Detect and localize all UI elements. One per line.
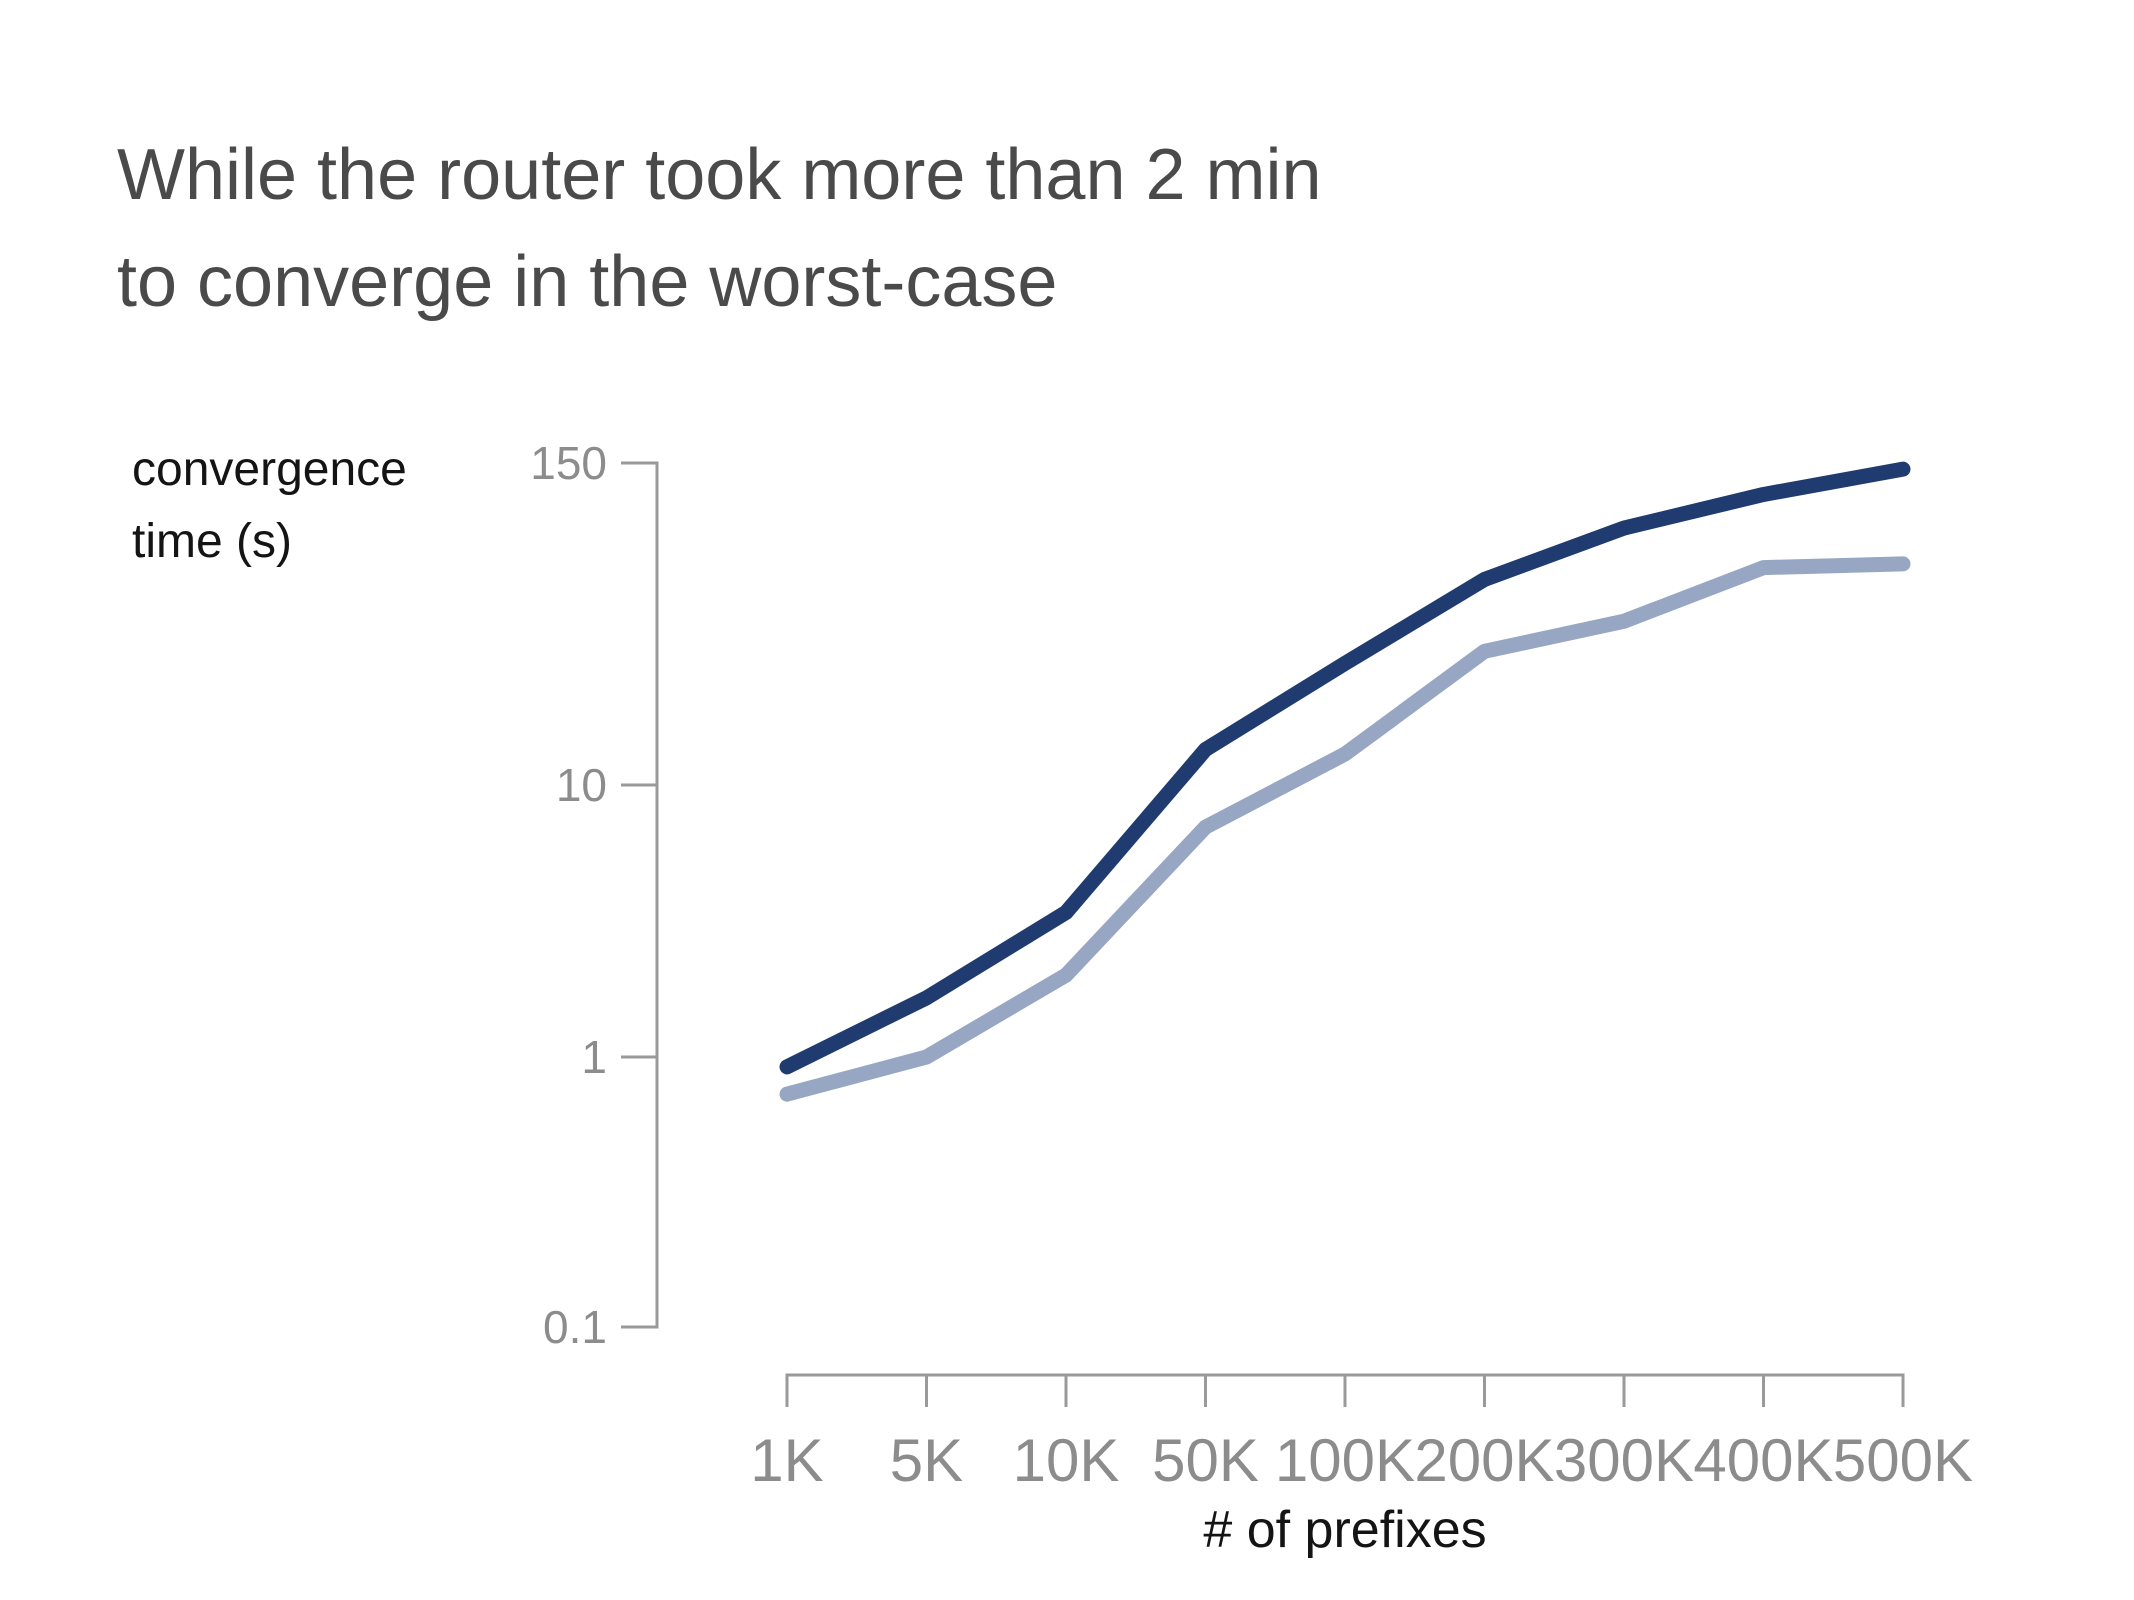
x-tick-label: 400K	[1693, 1427, 1833, 1494]
x-tick-label: 200K	[1414, 1427, 1554, 1494]
slide-title-line1: While the router took more than 2 min	[117, 135, 1322, 215]
x-axis-label: # of prefixes	[1203, 1501, 1487, 1559]
y-axis-label-line1: convergence	[132, 443, 407, 496]
data-series	[779, 461, 1911, 1102]
x-tick-label: 500K	[1833, 1427, 1973, 1494]
x-tick-label: 300K	[1554, 1427, 1694, 1494]
x-axis: 1K 5K 10K 50K 100K 200K 300K 400K 500K	[750, 1373, 1973, 1494]
y-tick-label: 1	[581, 1031, 607, 1083]
slide-title-line2: to converge in the worst-case	[117, 242, 1058, 322]
x-tick-label: 1K	[750, 1427, 823, 1494]
x-tick-label: 10K	[1013, 1427, 1120, 1494]
y-axis-label-line2: time (s)	[132, 515, 292, 568]
x-tick-label: 50K	[1152, 1427, 1259, 1494]
y-tick-label: 0.1	[543, 1301, 607, 1353]
y-axis-label: convergence time (s)	[132, 434, 407, 578]
dark-blue-line	[779, 461, 1911, 1075]
x-tick-label: 100K	[1275, 1427, 1415, 1494]
y-axis: 150 10 1 0.1	[530, 437, 659, 1353]
y-tick-label: 10	[556, 759, 607, 811]
x-axis-ticks	[925, 1375, 1765, 1407]
light-blue-line	[779, 556, 1911, 1102]
y-tick-label: 150	[530, 437, 607, 489]
y-axis-line	[621, 461, 659, 1329]
slide-title: While the router took more than 2 min to…	[117, 122, 1322, 336]
x-tick-label: 5K	[890, 1427, 963, 1494]
